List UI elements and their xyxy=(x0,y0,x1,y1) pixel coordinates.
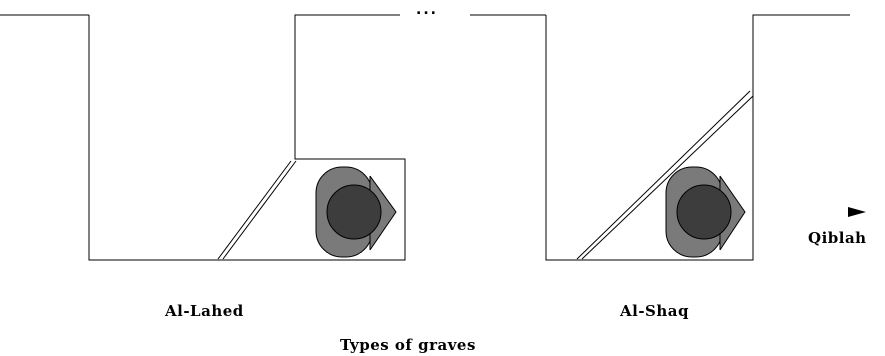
al-lahed-pit-outline xyxy=(88,14,406,261)
qiblah-arrow-icon xyxy=(848,207,866,217)
head-circle xyxy=(326,184,382,240)
body-shroud-edge xyxy=(719,175,746,251)
figure-caption: Types of graves xyxy=(340,336,476,354)
al-shaq-grave xyxy=(470,14,850,261)
al-lahed-label: Al-Lahed xyxy=(165,302,244,320)
qiblah-label: Qiblah xyxy=(808,229,867,247)
al-lahed-grave xyxy=(0,14,406,261)
al-shaq-body-figure xyxy=(665,166,746,258)
al-lahed-slab xyxy=(222,160,297,260)
al-shaq-label: Al-Shaq xyxy=(620,302,690,320)
head-circle xyxy=(676,184,732,240)
al-lahed-body-figure xyxy=(315,166,397,258)
body-shroud-edge xyxy=(369,175,397,251)
al-shaq-slab xyxy=(576,90,751,260)
continuation-mark: ... xyxy=(416,2,438,18)
al-shaq-slab xyxy=(581,95,754,260)
al-lahed-slab xyxy=(217,160,292,260)
al-shaq-pit-outline xyxy=(545,14,850,261)
